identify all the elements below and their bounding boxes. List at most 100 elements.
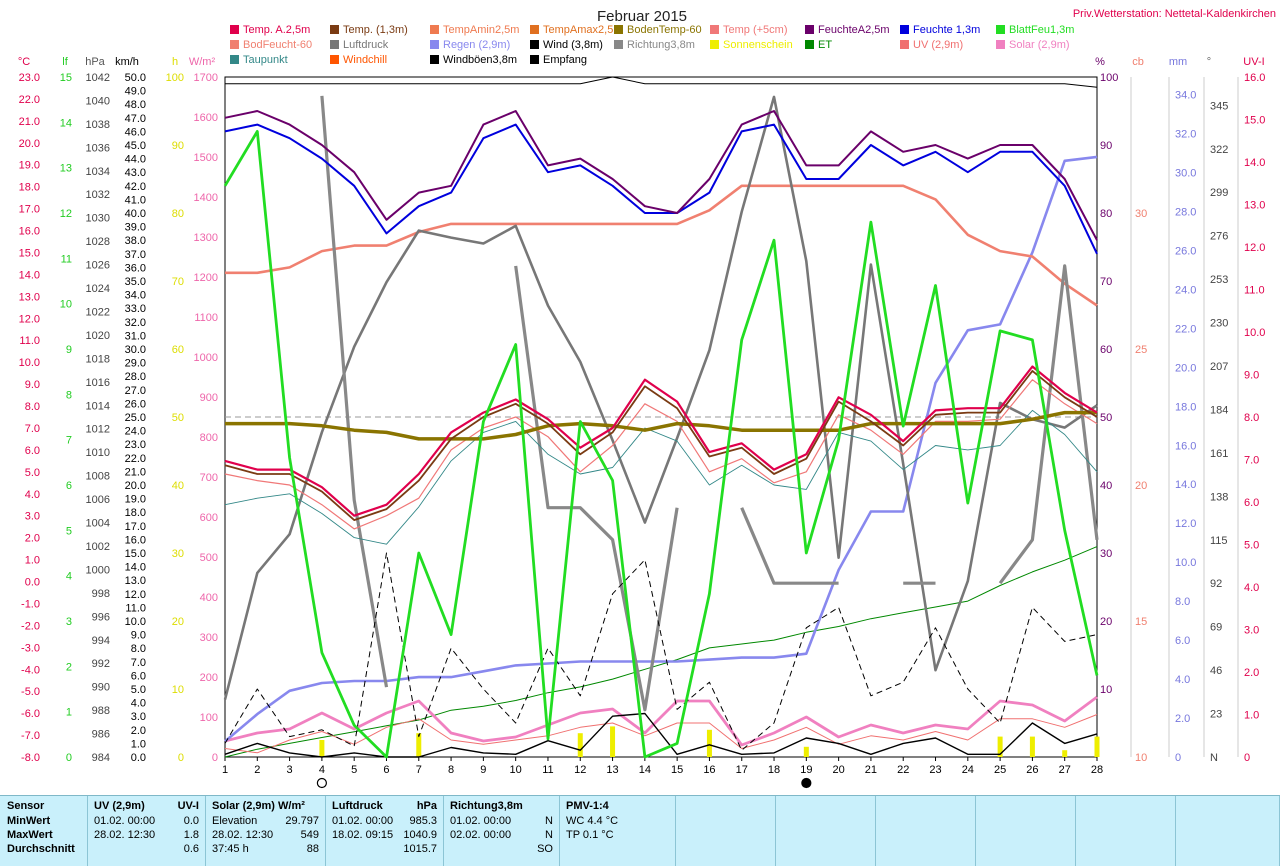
legend-item: TempAmax2,5m xyxy=(530,24,622,36)
stats-cell: 1015.7 xyxy=(403,843,437,855)
tick-temp_ticks: -4.0 xyxy=(21,664,40,676)
tick-hpa_ticks: 1036 xyxy=(86,142,110,154)
unit-lf: lf xyxy=(62,56,68,68)
series-sonnenschein-bar xyxy=(706,729,712,757)
tick-temp_ticks: -8.0 xyxy=(21,752,40,764)
stats-row-label: Durchschnitt xyxy=(7,843,75,855)
tick-kmh_ticks: 16.0 xyxy=(125,534,146,546)
tick-kmh_ticks: 20.0 xyxy=(125,480,146,492)
tick-kmh_ticks: 45.0 xyxy=(125,140,146,152)
legend-swatch xyxy=(996,40,1005,49)
tick-hpa_ticks: 1038 xyxy=(86,119,110,131)
tick-deg_ticks: 69 xyxy=(1210,622,1222,634)
tick-uvi_ticks: 3.0 xyxy=(1244,625,1259,637)
legend-item: Luftdruck xyxy=(330,39,389,51)
tick-kmh_ticks: 38.0 xyxy=(125,235,146,247)
legend-label: Taupunkt xyxy=(243,54,288,66)
tick-temp_ticks: 4.0 xyxy=(25,489,40,501)
tick-wm2_ticks: 200 xyxy=(200,672,218,684)
stats-cell: SO xyxy=(537,843,553,855)
tick-kmh_ticks: 23.0 xyxy=(125,439,146,451)
stats-cell: N xyxy=(545,829,553,841)
tick-kmh_ticks: 26.0 xyxy=(125,398,146,410)
tick-kmh_ticks: 18.0 xyxy=(125,507,146,519)
tick-hpa_ticks: 1022 xyxy=(86,306,110,318)
x-tick-label: 24 xyxy=(962,764,974,776)
legend-item: Windböen3,8m xyxy=(430,54,517,66)
tick-kmh_ticks: 17.0 xyxy=(125,521,146,533)
tick-deg_ticks: 230 xyxy=(1210,318,1228,330)
x-tick-label: 13 xyxy=(606,764,618,776)
tick-pct_ticks: 90 xyxy=(1100,140,1112,152)
tick-wm2_ticks: 1000 xyxy=(194,352,218,364)
stats-column xyxy=(876,796,976,866)
x-tick-label: 4 xyxy=(319,764,325,776)
stats-cell: 01.02. 00:00 xyxy=(332,815,394,827)
x-tick-label: 25 xyxy=(994,764,1006,776)
tick-hpa_ticks: 1018 xyxy=(86,353,110,365)
unit-kmh: km/h xyxy=(115,56,139,68)
tick-kmh_ticks: 24.0 xyxy=(125,426,146,438)
legend-item: Regen (2,9m) xyxy=(430,39,510,51)
tick-lf_ticks: 0 xyxy=(66,752,72,764)
stats-column: Richtung3,8m 01.02. 00:00 N 02.02. 00:00 N SO xyxy=(444,796,560,866)
legend-label: Sonnenschein xyxy=(723,39,793,51)
stats-column xyxy=(776,796,876,866)
tick-uvi_ticks: 16.0 xyxy=(1244,72,1265,84)
tick-kmh_ticks: 4.0 xyxy=(131,698,146,710)
tick-hpa_ticks: 1024 xyxy=(86,283,110,295)
tick-h_ticks: 30 xyxy=(172,548,184,560)
tick-kmh_ticks: 49.0 xyxy=(125,86,146,98)
stats-row-label: MinWert xyxy=(7,815,51,827)
legend-item: Temp. A.2,5m xyxy=(230,24,310,36)
tick-lf_ticks: 12 xyxy=(60,208,72,220)
plot-area xyxy=(223,76,1100,759)
series-bodfeucht-60 xyxy=(225,184,1098,307)
tick-deg_ticks: 299 xyxy=(1210,187,1228,199)
legend-label: BodenTemp-60 xyxy=(627,24,702,36)
tick-pct_ticks: 80 xyxy=(1100,208,1112,220)
tick-pct_ticks: 60 xyxy=(1100,344,1112,356)
tick-wm2_ticks: 1400 xyxy=(194,192,218,204)
tick-mm_ticks: 16.0 xyxy=(1175,440,1196,452)
tick-temp_ticks: 22.0 xyxy=(19,94,40,106)
tick-temp_ticks: 0.0 xyxy=(25,577,40,589)
tick-mm_ticks: 2.0 xyxy=(1175,713,1190,725)
tick-wm2_ticks: 400 xyxy=(200,592,218,604)
series-regen-2-9m xyxy=(224,155,1098,743)
tick-hpa_ticks: 1040 xyxy=(86,95,110,107)
tick-h_ticks: 70 xyxy=(172,276,184,288)
tick-temp_ticks: -3.0 xyxy=(21,642,40,654)
tick-kmh_ticks: 5.0 xyxy=(131,684,146,696)
tick-mm_ticks: 8.0 xyxy=(1175,596,1190,608)
stats-row-label: MaxWert xyxy=(7,829,53,841)
legend-swatch xyxy=(330,55,339,64)
tick-deg_ticks: 92 xyxy=(1210,578,1222,590)
legend-label: Temp. A.2,5m xyxy=(243,24,310,36)
tick-cb_ticks: 10 xyxy=(1135,752,1147,764)
tick-pct_ticks: 40 xyxy=(1100,480,1112,492)
tick-hpa_ticks: 1014 xyxy=(86,400,110,412)
tick-hpa_ticks: 1008 xyxy=(86,471,110,483)
tick-temp_ticks: 1.0 xyxy=(25,555,40,567)
tick-kmh_ticks: 30.0 xyxy=(125,344,146,356)
tick-wm2_ticks: 800 xyxy=(200,432,218,444)
tick-wm2_ticks: 0 xyxy=(212,752,218,764)
legend-label: Empfang xyxy=(543,54,587,66)
legend-item: BodFeucht-60 xyxy=(230,39,312,51)
tick-mm_ticks: 30.0 xyxy=(1175,167,1196,179)
x-tick-label: 7 xyxy=(416,764,422,776)
tick-temp_ticks: 2.0 xyxy=(25,533,40,545)
x-tick-label: 18 xyxy=(768,764,780,776)
legend-label: BodFeucht-60 xyxy=(243,39,312,51)
legend-swatch xyxy=(430,40,439,49)
tick-temp_ticks: 19.0 xyxy=(19,160,40,172)
series-sonnenschein-bar xyxy=(803,746,809,757)
tick-kmh_ticks: 34.0 xyxy=(125,290,146,302)
tick-kmh_ticks: 29.0 xyxy=(125,358,146,370)
tick-temp_ticks: 18.0 xyxy=(19,182,40,194)
tick-deg_ticks: 345 xyxy=(1210,100,1228,112)
stats-column xyxy=(1076,796,1176,866)
tick-hpa_ticks: 1016 xyxy=(86,377,110,389)
legend-label: TempAmin2,5m xyxy=(443,24,519,36)
